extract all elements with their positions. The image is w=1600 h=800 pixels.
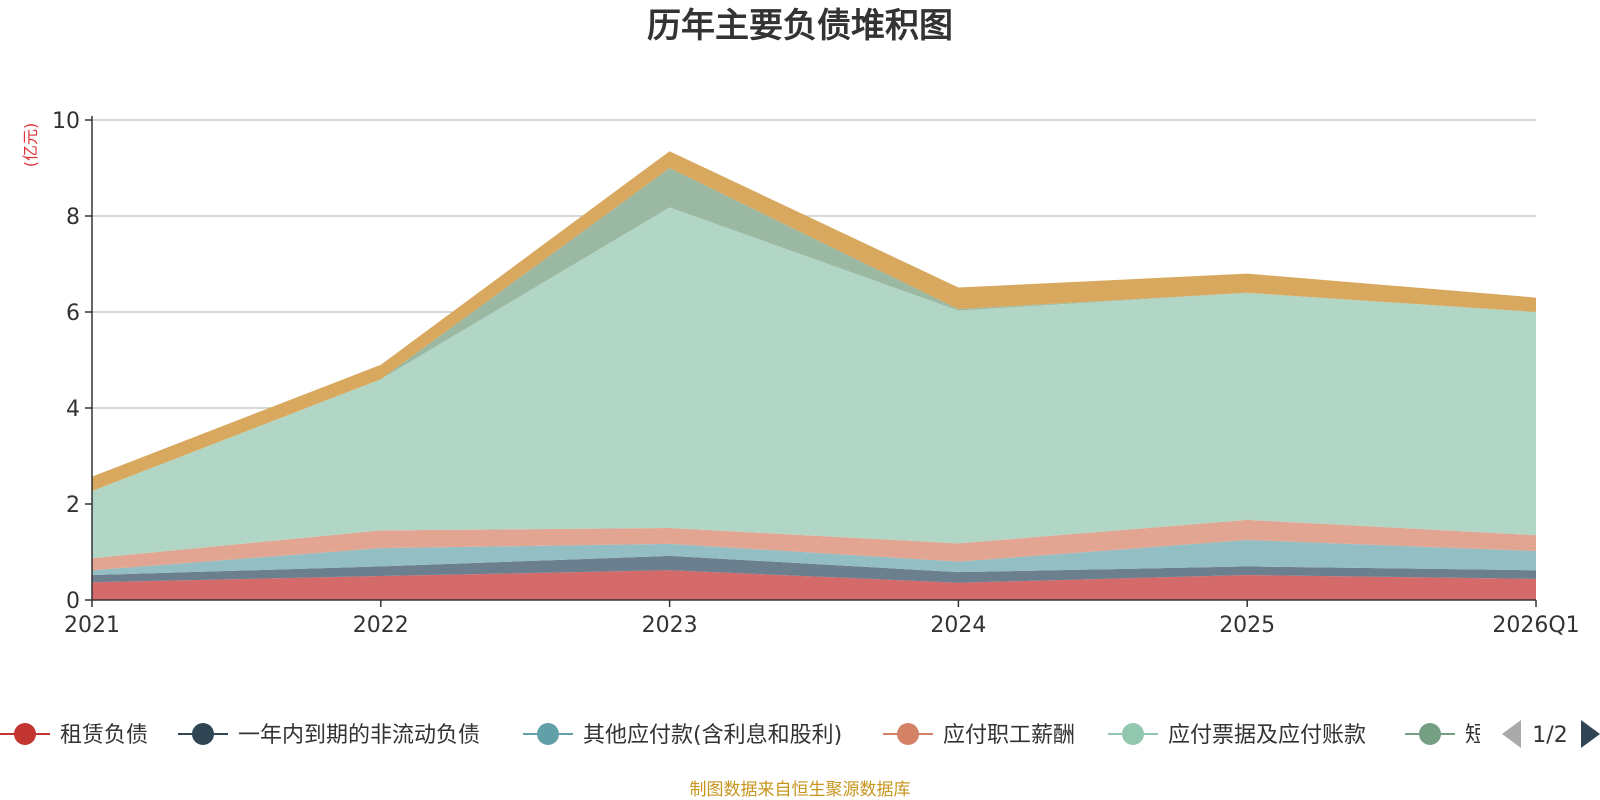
legend-next-page-icon[interactable] [1581,720,1600,748]
y-tick-label: 6 [66,301,80,326]
legend-circle-marker [192,723,214,745]
legend-label: 其他应付款(含利息和股利) [583,723,842,748]
area-series-1[interactable] [92,570,1536,600]
area-series-5[interactable] [92,207,1536,559]
y-tick-label: 4 [66,397,80,422]
area-series-3[interactable] [92,540,1536,576]
legend-item[interactable]: 租赁负债 [0,723,148,748]
legend-circle-marker [1419,723,1441,745]
legend-prev-page-icon[interactable] [1502,720,1521,748]
area-series-layer [92,151,1536,600]
y-tick-label: 10 [52,109,80,134]
legend-circle-marker [897,723,919,745]
y-tick-label: 8 [66,205,80,230]
legend-circle-marker [14,723,36,745]
y-tick-label: 0 [66,589,80,614]
y-tick-label: 2 [66,493,80,518]
y-axis-unit-label: (亿元) [21,123,40,168]
area-series-2[interactable] [92,555,1536,583]
area-series-4[interactable] [92,519,1536,571]
legend-item[interactable]: 应付票据及应付账款 [1108,723,1366,748]
legend-item[interactable]: 短 [1405,723,1487,748]
legend-label: 应付票据及应付账款 [1168,723,1366,748]
x-tick-label: 2023 [642,613,698,638]
legend[interactable]: 租赁负债 一年内到期的非流动负债 其他应付款(含利息和股利) 应付职工薪酬 应付票据及应… [0,720,1600,748]
x-tick-label: 2025 [1219,613,1275,638]
source-note: 制图数据来自恒生聚源数据库 [690,780,911,800]
x-tick-label: 2026Q1 [1492,613,1579,638]
legend-label: 租赁负债 [60,723,148,748]
legend-items: 租赁负债 一年内到期的非流动负债 其他应付款(含利息和股利) 应付职工薪酬 应付票据及应… [0,723,1487,748]
x-tick-label: 2022 [353,613,409,638]
legend-page-indicator: 1/2 [1532,723,1567,748]
x-tick-label: 2021 [64,613,120,638]
chart-title: 历年主要负债堆积图 [647,6,953,46]
axes: 0 2 4 6 8 10 2021 2022 2023 2024 2025 2026Q1 [52,109,1580,638]
legend-item[interactable]: 其他应付款(含利息和股利) [523,723,842,748]
legend-item[interactable]: 应付职工薪酬 [883,723,1075,748]
legend-label: 一年内到期的非流动负债 [238,723,480,748]
x-tick-label: 2024 [930,613,986,638]
legend-item[interactable]: 一年内到期的非流动负债 [178,723,480,748]
legend-label: 短 [1465,723,1487,748]
legend-label: 应付职工薪酬 [943,723,1075,748]
legend-circle-marker [1122,723,1144,745]
legend-circle-marker [537,723,559,745]
